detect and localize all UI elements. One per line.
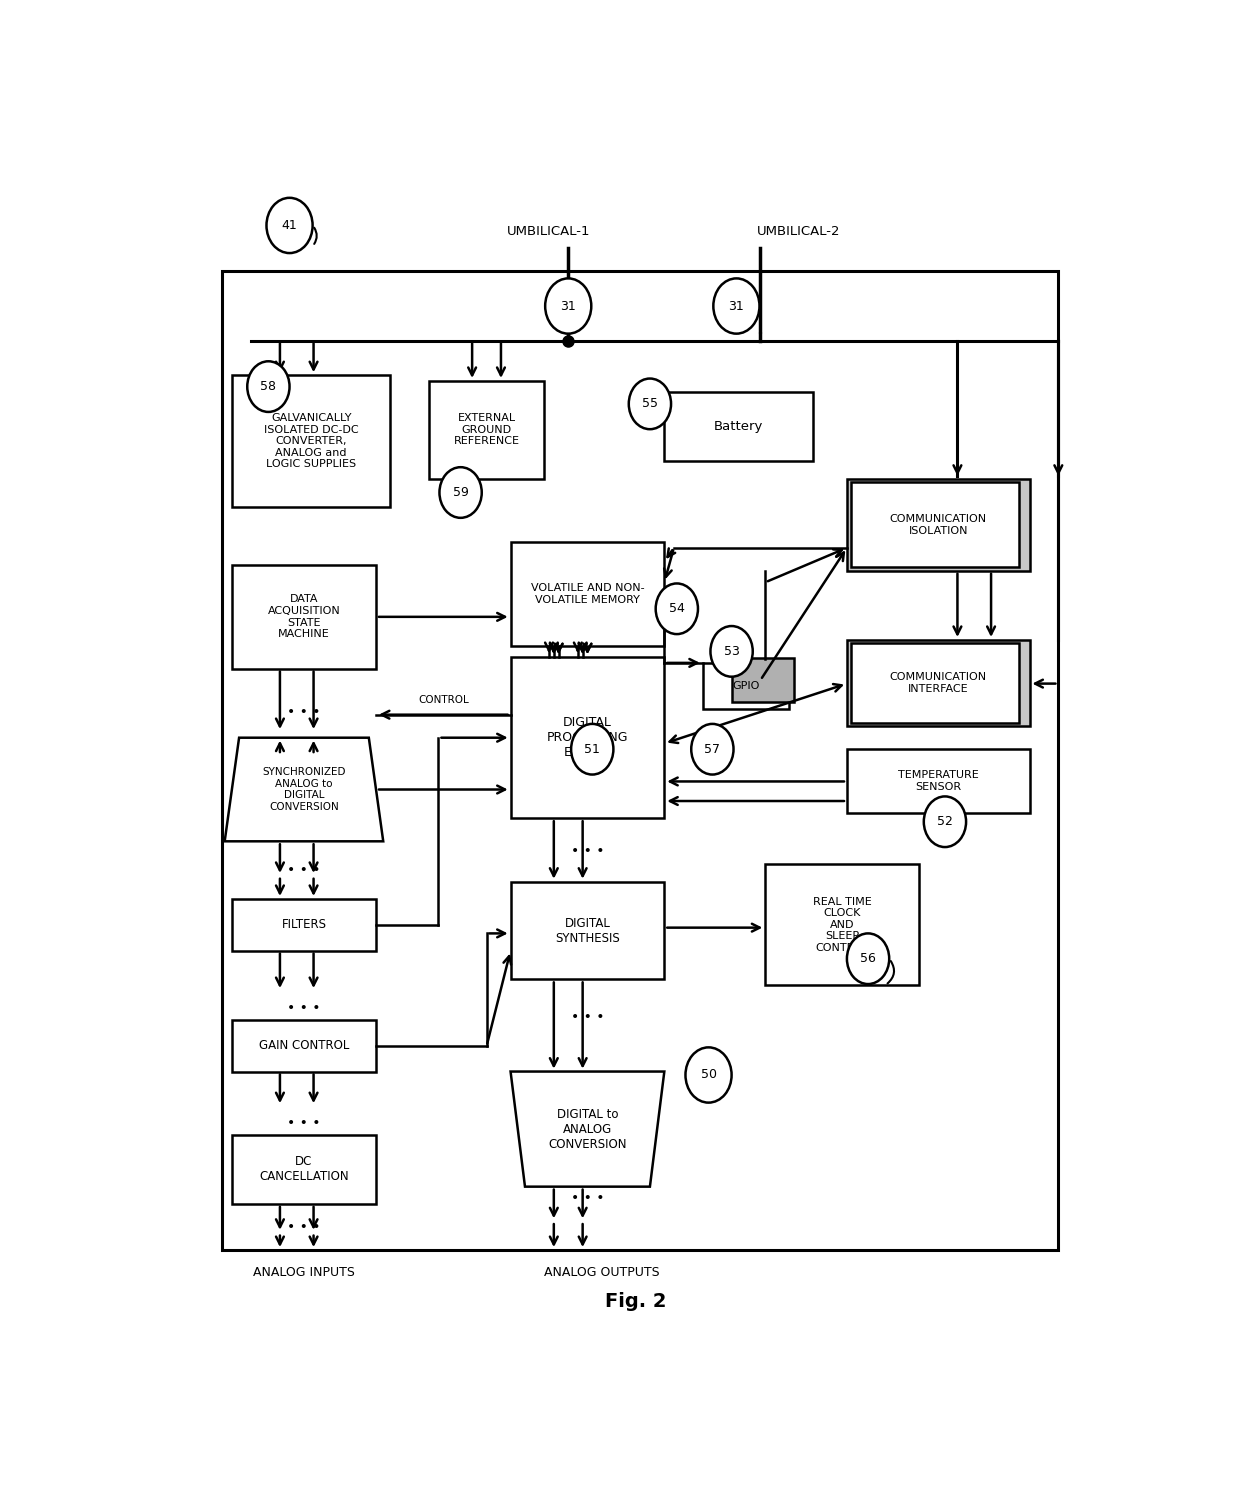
Text: 57: 57 <box>704 743 720 755</box>
Bar <box>703 662 789 709</box>
Text: 59: 59 <box>453 486 469 499</box>
Bar <box>232 1020 376 1072</box>
Text: DIGITAL to
ANALOG
CONVERSION: DIGITAL to ANALOG CONVERSION <box>548 1108 626 1151</box>
Polygon shape <box>511 1072 665 1187</box>
Bar <box>765 864 919 985</box>
Circle shape <box>247 362 290 413</box>
Bar <box>847 640 1029 727</box>
Circle shape <box>686 1048 732 1103</box>
Text: ANALOG OUTPUTS: ANALOG OUTPUTS <box>544 1266 660 1280</box>
Circle shape <box>439 468 481 517</box>
Text: DIGITAL
SYNTHESIS: DIGITAL SYNTHESIS <box>556 916 620 945</box>
Text: • • •: • • • <box>570 1011 604 1024</box>
Bar <box>847 478 1029 571</box>
Text: ANALOG INPUTS: ANALOG INPUTS <box>253 1266 355 1280</box>
Text: REAL TIME
CLOCK
AND
SLEEP
CONTROL: REAL TIME CLOCK AND SLEEP CONTROL <box>812 897 872 952</box>
Text: • • •: • • • <box>288 863 321 878</box>
Text: DATA
ACQUISITION
STATE
MACHINE: DATA ACQUISITION STATE MACHINE <box>268 595 340 640</box>
Circle shape <box>656 583 698 634</box>
Bar <box>232 375 391 507</box>
Text: 51: 51 <box>584 743 600 755</box>
Bar <box>851 483 1019 567</box>
Text: • • •: • • • <box>570 1192 604 1205</box>
Bar <box>222 272 1058 1250</box>
Text: 58: 58 <box>260 380 277 393</box>
Circle shape <box>546 278 591 333</box>
Text: TEMPERATURE
SENSOR: TEMPERATURE SENSOR <box>898 770 978 792</box>
Bar <box>847 749 1029 813</box>
Text: 50: 50 <box>701 1069 717 1081</box>
Text: Battery: Battery <box>714 420 764 434</box>
Bar <box>429 381 544 478</box>
Text: COMMUNICATION
ISOLATION: COMMUNICATION ISOLATION <box>889 514 987 535</box>
Text: SYNCHRONIZED
ANALOG to
DIGITAL
CONVERSION: SYNCHRONIZED ANALOG to DIGITAL CONVERSIO… <box>262 767 346 812</box>
Text: GAIN CONTROL: GAIN CONTROL <box>259 1039 350 1052</box>
Text: 31: 31 <box>729 299 744 312</box>
Bar <box>232 898 376 951</box>
Text: 55: 55 <box>642 398 658 410</box>
Text: 52: 52 <box>937 815 952 828</box>
Circle shape <box>691 724 734 774</box>
Bar <box>665 392 813 462</box>
Text: 53: 53 <box>724 644 739 658</box>
Text: Fig. 2: Fig. 2 <box>605 1292 666 1311</box>
Text: 56: 56 <box>861 952 875 966</box>
Circle shape <box>924 797 966 848</box>
Text: GALVANICALLY
ISOLATED DC-DC
CONVERTER,
ANALOG and
LOGIC SUPPLIES: GALVANICALLY ISOLATED DC-DC CONVERTER, A… <box>264 413 358 469</box>
Circle shape <box>711 626 753 677</box>
Circle shape <box>629 378 671 429</box>
Text: COMMUNICATION
INTERFACE: COMMUNICATION INTERFACE <box>889 673 987 694</box>
Text: UMBILICAL-1: UMBILICAL-1 <box>507 224 590 238</box>
Text: CONTROL: CONTROL <box>418 695 469 706</box>
Bar <box>511 543 665 646</box>
Circle shape <box>713 278 759 333</box>
Text: UMBILICAL-2: UMBILICAL-2 <box>758 224 841 238</box>
Bar <box>851 643 1019 722</box>
Text: DIGITAL
PROCESSING
ENGINE: DIGITAL PROCESSING ENGINE <box>547 716 629 759</box>
Text: VOLATILE AND NON-
VOLATILE MEMORY: VOLATILE AND NON- VOLATILE MEMORY <box>531 583 645 604</box>
Bar <box>732 658 794 703</box>
Text: • • •: • • • <box>288 1220 321 1233</box>
Bar <box>511 882 665 979</box>
Text: • • •: • • • <box>288 1117 321 1130</box>
Circle shape <box>847 933 889 984</box>
Circle shape <box>267 197 312 253</box>
Circle shape <box>572 724 614 774</box>
Text: • • •: • • • <box>288 706 321 719</box>
Bar <box>232 1135 376 1203</box>
Bar <box>732 658 794 703</box>
Text: 31: 31 <box>560 299 577 312</box>
Text: • • •: • • • <box>288 1002 321 1015</box>
Text: FILTERS: FILTERS <box>281 918 326 931</box>
Text: GPIO: GPIO <box>733 680 760 691</box>
Text: DC
CANCELLATION: DC CANCELLATION <box>259 1156 348 1184</box>
Bar <box>511 658 665 818</box>
Text: 41: 41 <box>281 218 298 232</box>
Text: • • •: • • • <box>570 843 604 858</box>
Text: 54: 54 <box>668 602 684 616</box>
Bar <box>232 565 376 668</box>
Polygon shape <box>224 737 383 842</box>
Text: EXTERNAL
GROUND
REFERENCE: EXTERNAL GROUND REFERENCE <box>454 413 520 447</box>
